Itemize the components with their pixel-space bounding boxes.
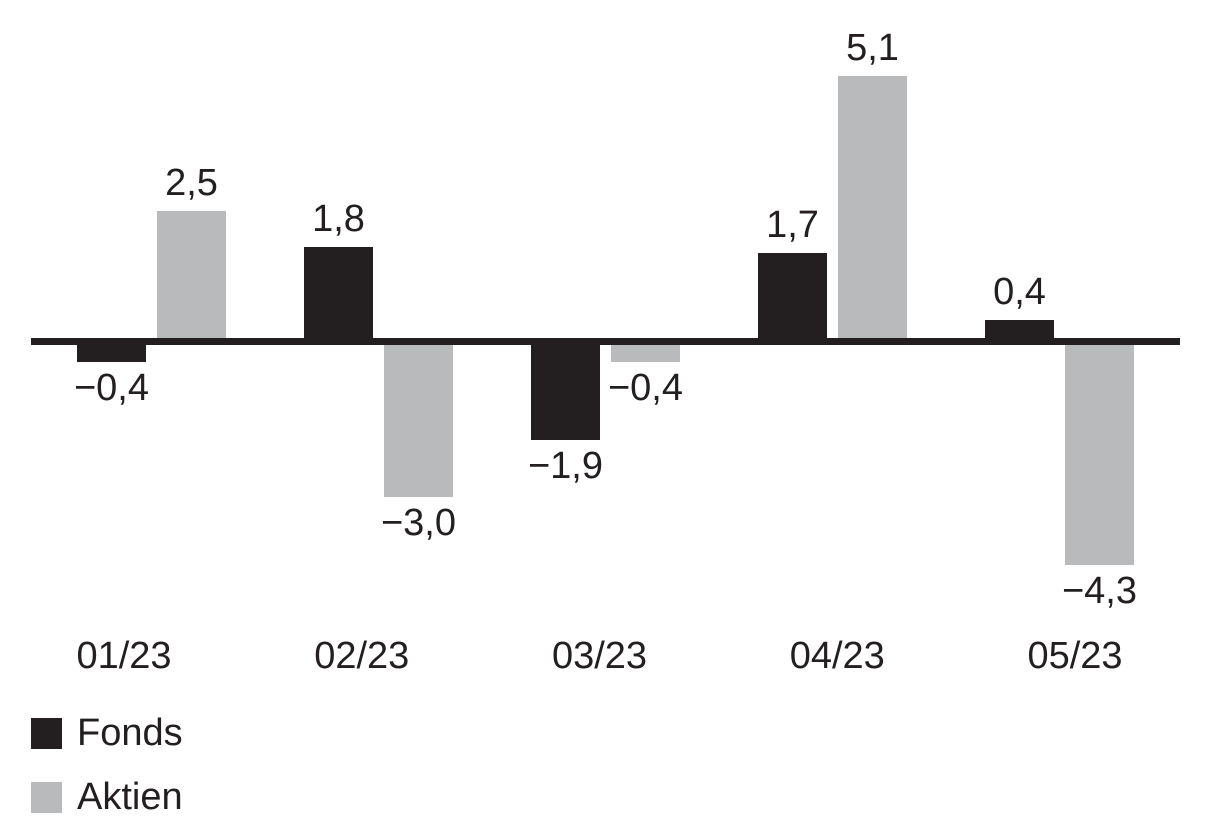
value-label-aktien-02-23: −3,0 (380, 502, 457, 544)
value-label-aktien-04-23: 5,1 (846, 26, 899, 69)
bar-aktien-05-23 (1065, 341, 1134, 565)
legend-item-fonds: Fonds (31, 712, 183, 754)
value-label-aktien-05-23: −4,3 (1061, 569, 1138, 612)
legend-swatch-fonds (31, 718, 62, 749)
bar-fonds-02-23 (304, 247, 373, 341)
value-label-aktien-01-23: 2,5 (165, 162, 218, 204)
legend-label-fonds: Fonds (77, 712, 183, 754)
bar-aktien-03-23 (611, 341, 680, 362)
value-label-fonds-01-23: −0,4 (73, 366, 150, 409)
value-label-fonds-04-23: 1,7 (766, 203, 819, 246)
bar-fonds-03-23 (531, 341, 600, 440)
bar-aktien-01-23 (157, 211, 226, 341)
bar-fonds-01-23 (77, 341, 146, 362)
x-axis-label-01-23: 01/23 (76, 635, 172, 677)
bar-fonds-04-23 (758, 252, 827, 341)
x-axis-label-02-23: 02/23 (314, 635, 410, 677)
bar-fonds-05-23 (985, 320, 1054, 341)
bar-aktien-04-23 (838, 75, 907, 341)
legend-item-aktien: Aktien (31, 776, 183, 818)
x-axis-label-03-23: 03/23 (551, 635, 648, 677)
value-label-fonds-03-23: −1,9 (527, 444, 604, 487)
legend-label-aktien: Aktien (77, 776, 183, 818)
x-axis-zero-line (31, 338, 1180, 345)
value-label-fonds-05-23: 0,4 (993, 271, 1046, 314)
legend-swatch-aktien (31, 782, 62, 813)
x-axis-label-04-23: 04/23 (789, 635, 885, 677)
value-label-aktien-03-23: −0,4 (607, 366, 684, 409)
x-axis-label-05-23: 05/23 (1027, 635, 1123, 677)
bar-aktien-02-23 (384, 341, 453, 497)
value-label-fonds-02-23: 1,8 (312, 198, 365, 241)
